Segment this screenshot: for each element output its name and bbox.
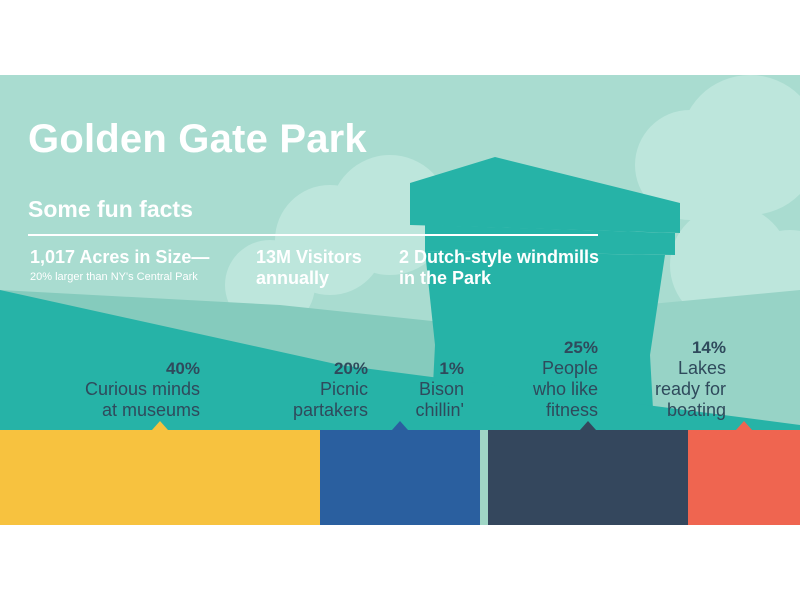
stat-line: at museums xyxy=(101,400,200,420)
stat-line: Picnic xyxy=(319,379,368,399)
stat-line: ready for xyxy=(654,379,726,399)
stat-line: who like xyxy=(532,379,598,399)
tower-top xyxy=(410,157,680,233)
segment-pointer xyxy=(580,421,596,430)
stat-value: 14% xyxy=(691,338,726,357)
fact-windmills: 2 Dutch-style windmills in the Park xyxy=(399,247,604,289)
stat-line: chillin' xyxy=(415,400,464,420)
cloud xyxy=(680,75,800,215)
stat-line: Lakes xyxy=(677,358,726,378)
bar-segment xyxy=(488,430,689,525)
stat-line: Bison xyxy=(418,379,464,399)
stat-line: boating xyxy=(666,400,726,420)
fact-subtext: 20% larger than NY's Central Park xyxy=(30,271,198,283)
page-title: Golden Gate Park xyxy=(28,117,367,161)
stat-label-museums: 40% Curious minds at museums xyxy=(30,358,200,421)
fact-acres: 1,017 Acres in Size— 20% larger than NY'… xyxy=(30,247,240,284)
fact-headline: 2 Dutch-style windmills in the Park xyxy=(399,247,600,288)
stat-line: partakers xyxy=(292,400,368,420)
segment-pointer xyxy=(392,421,408,430)
segment-pointer xyxy=(736,421,752,430)
fact-visitors: 13M Visitors annually xyxy=(256,247,386,289)
stat-value: 20% xyxy=(333,359,368,378)
divider xyxy=(28,234,598,236)
tower-mid xyxy=(425,225,675,255)
subtitle: Some fun facts xyxy=(28,196,193,222)
segment-pointer xyxy=(152,421,168,430)
stat-label-picnic: 20% Picnic partakers xyxy=(248,358,368,421)
stat-line: People xyxy=(541,358,598,378)
bar-segment xyxy=(480,430,489,525)
stat-label-bison: 1% Bison chillin' xyxy=(384,358,464,421)
stat-line: Curious minds xyxy=(84,379,200,399)
stat-value: 40% xyxy=(165,359,200,378)
bar-segment xyxy=(688,430,800,525)
bar-segment xyxy=(320,430,481,525)
stat-label-boating: 14% Lakes ready for boating xyxy=(616,337,726,421)
stat-value: 25% xyxy=(563,338,598,357)
fact-headline: 13M Visitors annually xyxy=(256,247,362,288)
stacked-bar xyxy=(0,421,800,525)
stat-value: 1% xyxy=(439,359,464,378)
stat-line: fitness xyxy=(545,400,598,420)
stat-label-fitness: 25% People who like fitness xyxy=(488,337,598,421)
bar-segment xyxy=(0,430,321,525)
fact-headline: 1,017 Acres in Size— xyxy=(30,247,210,267)
infographic: Golden Gate Park Some fun facts 1,017 Ac… xyxy=(0,75,800,525)
